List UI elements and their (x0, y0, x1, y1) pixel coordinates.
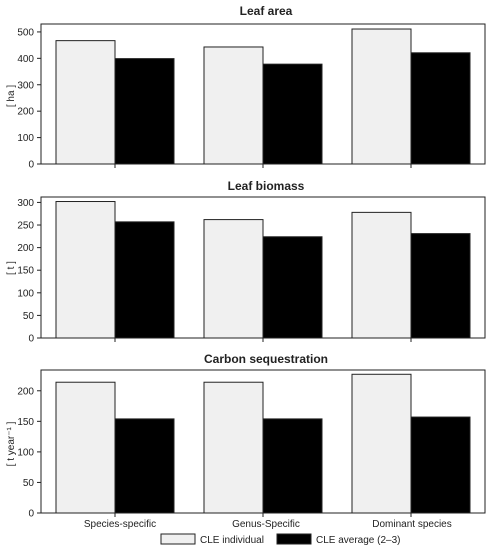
y-tick-label: 200 (17, 107, 34, 118)
y-tick-label: 0 (28, 334, 34, 345)
x-tick-label: Dominant species (372, 519, 451, 530)
y-tick-label: 0 (28, 509, 34, 520)
bar-average (114, 221, 175, 339)
y-tick-label: 100 (17, 133, 34, 144)
y-tick-label: 150 (17, 266, 34, 277)
y-tick-label: 200 (17, 243, 34, 254)
y-tick-label: 250 (17, 221, 34, 232)
legend-swatch-individual (160, 533, 196, 545)
y-tick-label: 100 (17, 288, 34, 299)
panel-leaf-area: Leaf area [ ha ] 0 100 200 300 400 500 (6, 4, 486, 171)
y-tick-label: 500 (17, 27, 34, 38)
chart-title: Carbon sequestration (204, 352, 328, 366)
bar-average (262, 236, 323, 339)
y-axis-label: [ t ] (6, 261, 17, 275)
bar-individual (55, 201, 116, 339)
x-axis-category-labels: Species-specific Genus-Specific Dominant… (84, 519, 452, 530)
bar-individual (203, 381, 264, 514)
legend-label-individual: CLE individual (200, 535, 264, 546)
bar-average (114, 58, 175, 165)
bar-average (262, 63, 323, 165)
chart-title: Leaf biomass (228, 179, 305, 193)
legend: CLE individual CLE average (2–3) (160, 533, 401, 546)
bar-average (410, 233, 471, 339)
bar-average (114, 418, 175, 514)
bar-individual (351, 373, 412, 514)
panel-leaf-biomass: Leaf biomass [ t ] 0 50 100 150 200 250 300 (6, 179, 486, 345)
bar-individual (55, 40, 116, 165)
bar-individual (203, 219, 264, 339)
y-tick-label: 300 (17, 198, 34, 209)
y-axis-label: [ ha ] (6, 85, 17, 107)
bar-individual (203, 46, 264, 165)
bar-average (410, 52, 471, 165)
bar-average (410, 416, 471, 514)
bar-individual (351, 211, 412, 339)
panel-carbon-sequestration: Carbon sequestration [ t year⁻¹ ] 0 50 100… (6, 352, 486, 520)
y-tick-label: 400 (17, 54, 34, 65)
y-tick-label: 150 (17, 417, 34, 428)
bar-average (262, 418, 323, 514)
y-tick-label: 50 (23, 478, 35, 489)
bar-individual (351, 28, 412, 165)
chart-title: Leaf area (240, 4, 293, 18)
x-tick-label: Species-specific (84, 519, 156, 530)
y-tick-label: 200 (17, 386, 34, 397)
y-tick-label: 100 (17, 447, 34, 458)
legend-label-average: CLE average (2–3) (316, 535, 401, 546)
y-axis-label: [ t year⁻¹ ] (6, 421, 17, 466)
bar-individual (55, 381, 116, 514)
x-tick-label: Genus-Specific (232, 519, 300, 530)
y-tick-label: 300 (17, 80, 34, 91)
y-tick-label: 0 (28, 160, 34, 171)
y-tick-label: 50 (23, 311, 35, 322)
legend-swatch-average (276, 533, 312, 545)
